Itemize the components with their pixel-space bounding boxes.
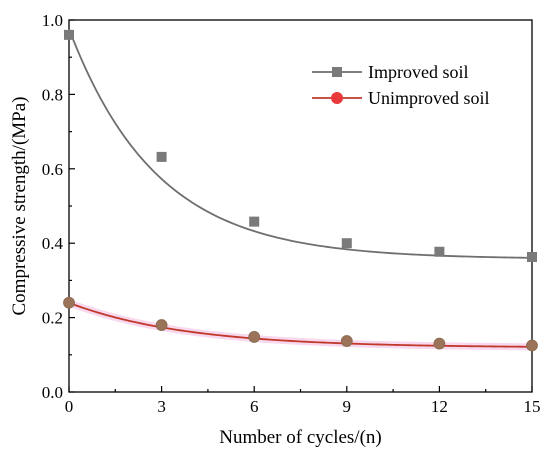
unimproved-point xyxy=(433,337,446,350)
x-tick-label: 6 xyxy=(250,397,259,416)
y-tick-label: 0.4 xyxy=(42,234,64,253)
y-axis-title: Compressive strength/(MPa) xyxy=(9,96,30,315)
x-axis-title: Number of cycles/(n) xyxy=(219,427,382,448)
legend-label: Improved soil xyxy=(368,62,469,82)
y-tick-label: 1.0 xyxy=(42,11,63,30)
unimproved-point xyxy=(63,296,75,309)
x-tick-label: 15 xyxy=(524,397,541,416)
legend-label: Unimproved soil xyxy=(368,88,490,108)
fit-line xyxy=(68,28,533,259)
legend-square-marker xyxy=(332,67,342,77)
x-tick-label: 12 xyxy=(431,397,448,416)
improved-point xyxy=(527,251,537,262)
unimproved-fit-band xyxy=(67,299,533,351)
x-axis-ticks: 0 3 6 9 12 15 xyxy=(65,386,541,416)
unimproved-point xyxy=(155,319,168,331)
y-tick-label: 0.8 xyxy=(42,85,63,104)
improved-point xyxy=(64,29,74,40)
y-tick-label: 0.2 xyxy=(42,309,63,328)
legend: Improved soil Unimproved soil xyxy=(312,62,490,108)
unimproved-point xyxy=(526,339,538,352)
improved-point xyxy=(156,151,167,162)
x-tick-label: 0 xyxy=(65,397,74,416)
fit-line xyxy=(68,301,533,348)
improved-point xyxy=(249,216,260,227)
y-axis-ticks: 0.0 0.2 0.4 0.6 0.8 1.0 xyxy=(42,11,75,402)
y-tick-label: 0.0 xyxy=(42,383,63,402)
x-tick-label: 3 xyxy=(157,397,166,416)
data-points xyxy=(63,29,538,352)
improved-point xyxy=(341,238,352,249)
improved-point xyxy=(434,246,445,257)
unimproved-point xyxy=(248,331,261,343)
unimproved-point xyxy=(340,335,353,347)
fit-lines xyxy=(67,28,533,351)
legend-circle-marker xyxy=(331,92,343,104)
y-tick-label: 0.6 xyxy=(42,160,63,179)
x-tick-label: 9 xyxy=(343,397,352,416)
